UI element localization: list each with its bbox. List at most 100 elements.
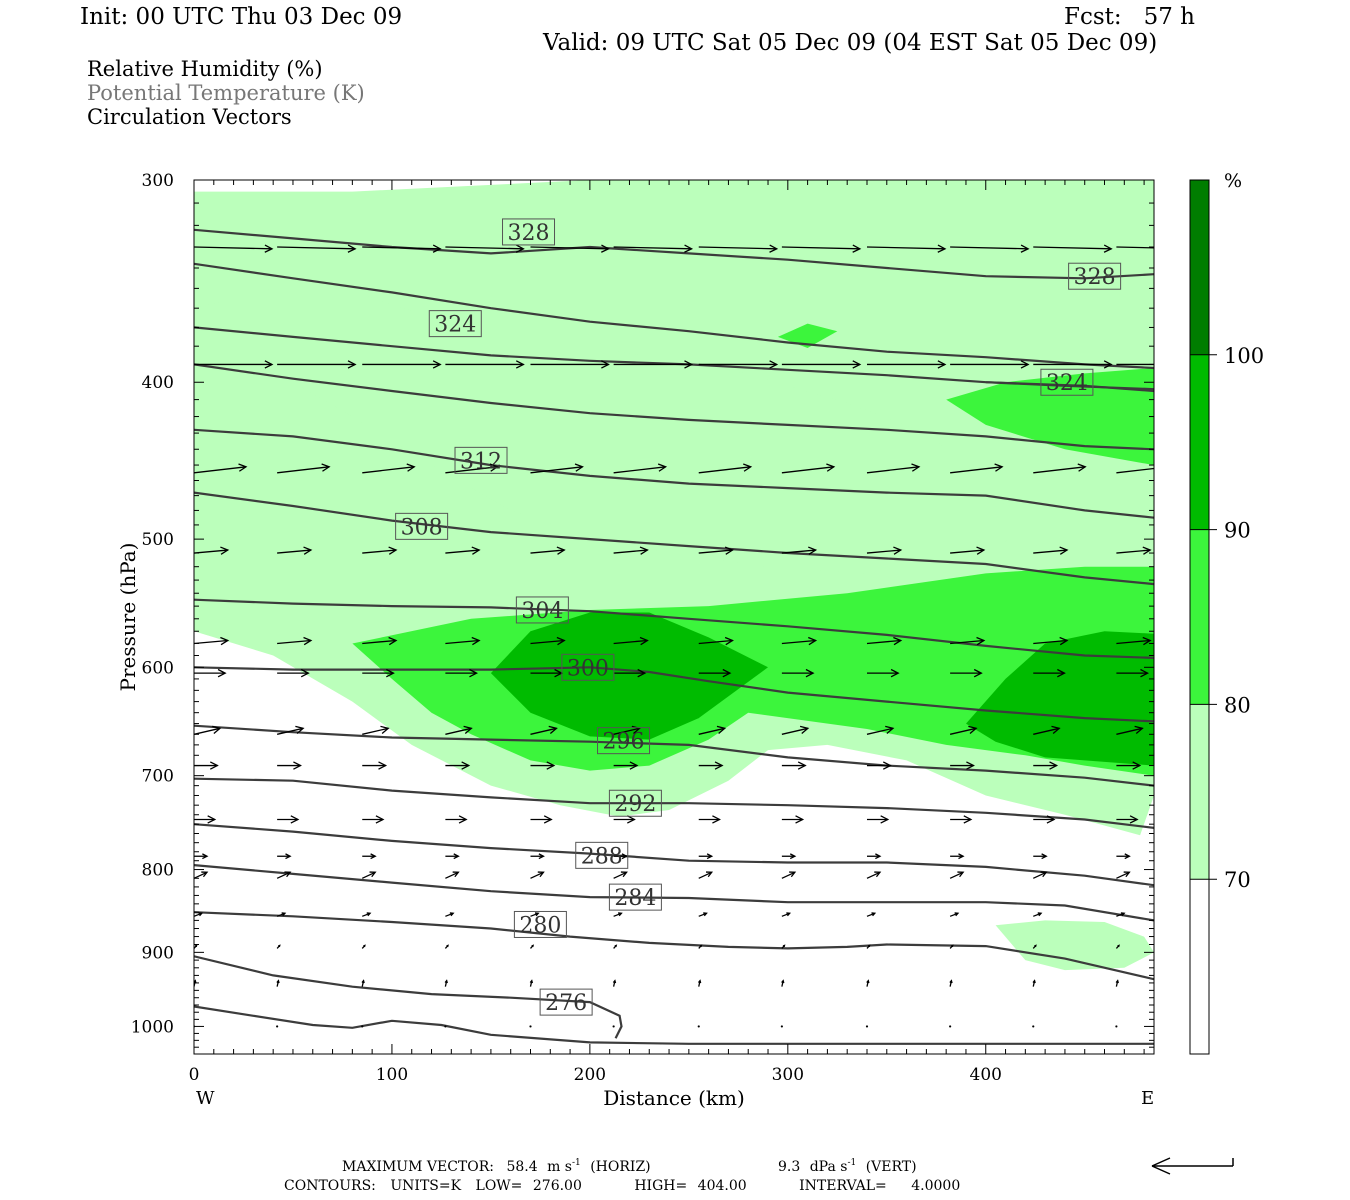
contour-label-box: [1068, 262, 1122, 290]
vector-head: [808, 546, 818, 555]
vector-head: [958, 853, 965, 860]
circulation-vector: [530, 871, 545, 879]
vector-head: [875, 853, 882, 860]
vector-head: [799, 725, 810, 734]
contour-label-324: 324: [1046, 371, 1088, 396]
circulation-vector: [1033, 853, 1048, 860]
circulation-vector: [530, 761, 556, 770]
vector-head: [432, 244, 442, 253]
vector-head: [363, 944, 366, 948]
vector-head: [937, 244, 947, 253]
vector-head: [471, 636, 481, 646]
vector-shaft: [613, 639, 648, 645]
vector-head: [388, 636, 398, 646]
vector-head: [1103, 244, 1113, 253]
vector-head: [706, 853, 714, 860]
vector-head: [207, 815, 217, 824]
vector-head: [375, 815, 385, 824]
contour-label-box: [428, 310, 482, 338]
vector-head: [453, 853, 460, 860]
circulation-vector: [949, 944, 954, 949]
vector-shaft: [613, 549, 648, 554]
circulation-vector: [194, 853, 209, 860]
legend-potential-temperature: Potential Temperature (K): [87, 81, 365, 105]
circulation-vector: [194, 636, 230, 646]
circulation-vector: [781, 853, 797, 860]
circulation-vector: [612, 979, 617, 987]
vector-head: [548, 725, 558, 734]
vector-head: [1057, 668, 1066, 678]
vector-head: [1034, 944, 1037, 948]
circulation-vector: [781, 360, 862, 369]
circulation-vector: [613, 761, 639, 770]
circulation-vector: [950, 244, 1030, 253]
circulation-vector: [194, 463, 248, 474]
vector-shaft: [530, 639, 565, 645]
vector-shaft: [530, 871, 544, 879]
vector-head: [531, 944, 535, 948]
vector-head: [976, 636, 986, 646]
circulation-vector: [194, 360, 274, 369]
colorbar-label: 100: [1224, 344, 1264, 368]
circulation-vector: [445, 668, 479, 678]
vector-head: [724, 546, 734, 555]
circulation-vector: [613, 360, 694, 369]
vector-shaft: [530, 549, 565, 554]
circulation-vector: [781, 668, 815, 678]
colorbar-segment: [1190, 529, 1209, 705]
vector-head: [769, 360, 779, 369]
circulation-vector: [612, 1025, 615, 1028]
vector-shaft: [950, 466, 1003, 474]
circulation-vector: [530, 815, 553, 824]
rh-region-90: [490, 612, 768, 740]
circulation-vector: [362, 463, 416, 474]
vector-shaft: [276, 727, 304, 735]
circulation-vector: [781, 725, 810, 735]
theta-contour-layer: [194, 228, 1154, 1045]
circulation-vector: [1033, 912, 1043, 917]
circulation-vector: [1033, 725, 1061, 735]
vector-head: [406, 463, 416, 472]
theta-contour-304: [194, 598, 1154, 659]
vector-head: [782, 944, 786, 948]
vector-shaft: [1116, 871, 1130, 879]
circulation-vector: [362, 912, 372, 917]
circulation-vector: [277, 463, 331, 474]
circulation-vector: [194, 871, 209, 879]
circulation-vector: [781, 546, 818, 555]
reference-vector-icon: [1151, 1157, 1234, 1175]
circulation-vector: [781, 944, 786, 949]
circulation-vector: [1116, 761, 1142, 770]
vector-head: [1040, 871, 1048, 878]
vector-head: [621, 853, 629, 860]
vector-head: [957, 871, 965, 878]
plot-frame: [193, 179, 1155, 1055]
circulation-vector: [445, 244, 525, 253]
circulation-vector: [277, 761, 302, 770]
vector-head: [716, 725, 727, 734]
vector-shaft: [698, 639, 733, 645]
vector-head: [463, 725, 473, 734]
vector-head: [1020, 360, 1030, 369]
circulation-vector: [698, 761, 724, 770]
contour-label-box: [608, 883, 662, 911]
vector-shaft: [194, 246, 273, 250]
vector-head: [366, 912, 372, 917]
vector-shaft: [1032, 871, 1047, 879]
circulation-vector: [866, 853, 882, 860]
vector-head: [705, 871, 714, 878]
contour-label-box: [513, 910, 567, 938]
circulation-vector: [1033, 636, 1069, 646]
contour-label-box: [597, 727, 651, 755]
vector-head: [378, 761, 388, 770]
vector-head: [285, 853, 292, 860]
vector-head: [290, 815, 300, 824]
circulation-vector: [698, 944, 703, 949]
vector-head: [198, 912, 204, 917]
circulation-vector: [444, 1025, 447, 1028]
vector-shaft: [445, 466, 498, 474]
circulation-vector: [698, 912, 708, 917]
forecast-hour: Fcst: 57 h: [1064, 4, 1195, 30]
vector-head: [295, 725, 305, 734]
vector-head: [657, 463, 668, 472]
